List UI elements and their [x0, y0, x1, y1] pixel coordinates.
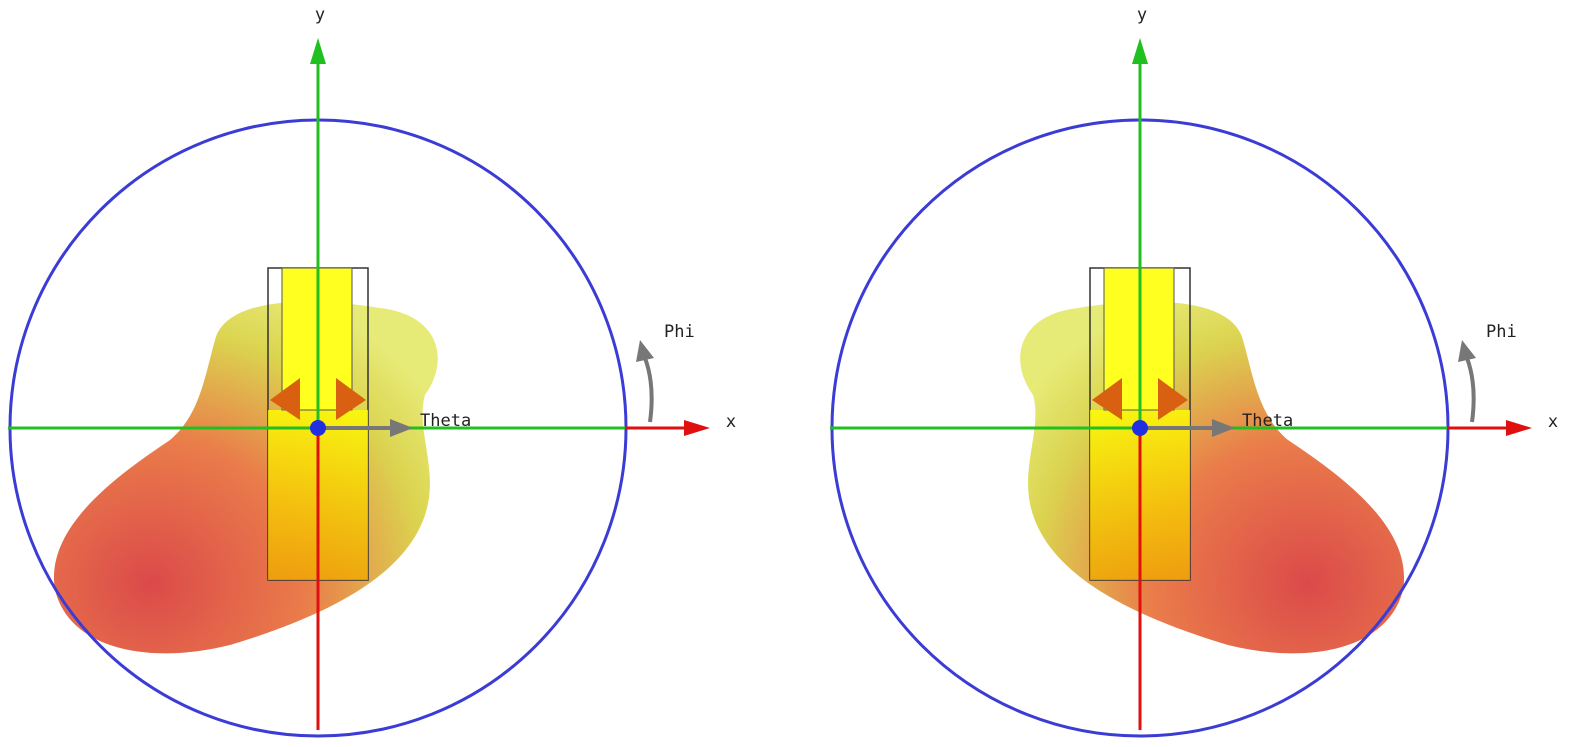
origin	[1132, 420, 1148, 436]
radiation-lobe	[53, 301, 438, 654]
port-arrow	[1158, 378, 1188, 420]
origin	[310, 420, 326, 436]
pattern-panel: y x Phi Theta	[8, 5, 736, 738]
x-label: x	[1548, 412, 1558, 432]
phi-arc	[1465, 357, 1476, 423]
pattern-panel: y x Phi Theta	[830, 5, 1558, 738]
y-arrow	[310, 38, 326, 64]
theta-label: Theta	[420, 411, 471, 431]
x-arrow	[684, 420, 710, 436]
phi-label: Phi	[664, 322, 695, 342]
y-label: y	[315, 5, 325, 25]
x-label: x	[726, 412, 736, 432]
theta-arrow	[390, 419, 413, 437]
theta-label: Theta	[1242, 411, 1293, 431]
y-label: y	[1137, 5, 1147, 25]
phi-arc	[643, 357, 654, 423]
radiation-lobe	[1020, 301, 1405, 654]
y-arrow	[1132, 38, 1148, 64]
port-arrow	[1092, 378, 1122, 420]
phi-label: Phi	[1486, 322, 1517, 342]
phi-arrow	[636, 340, 654, 362]
x-arrow	[1506, 420, 1532, 436]
port-arrow	[336, 378, 366, 420]
port-arrow	[270, 378, 300, 420]
phi-arrow	[1458, 340, 1476, 362]
theta-arrow	[1212, 419, 1235, 437]
